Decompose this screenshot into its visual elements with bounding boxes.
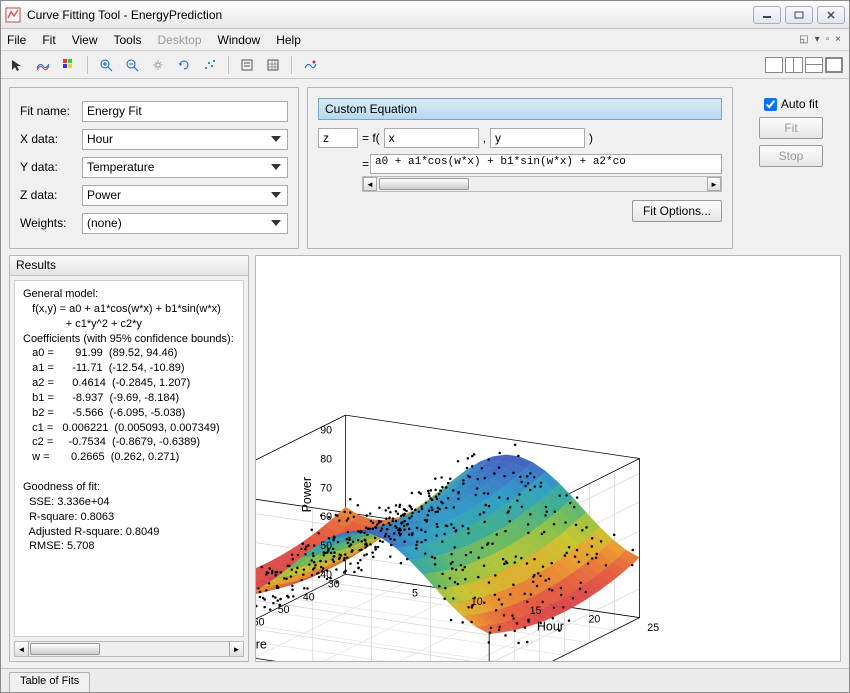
layout-split-v-icon[interactable] bbox=[785, 57, 803, 73]
app-icon bbox=[5, 7, 21, 23]
menu-desktop[interactable]: Desktop bbox=[158, 33, 202, 47]
tab-table-of-fits[interactable]: Table of Fits bbox=[9, 672, 90, 692]
svg-text:50: 50 bbox=[278, 604, 290, 616]
menu-tools[interactable]: Tools bbox=[113, 33, 141, 47]
layout-grid-icon[interactable] bbox=[825, 57, 843, 73]
scroll-left-icon[interactable]: ◄ bbox=[363, 177, 377, 191]
menu-help[interactable]: Help bbox=[276, 33, 301, 47]
fit-name-input[interactable] bbox=[82, 101, 288, 122]
legend-icon[interactable] bbox=[237, 55, 257, 75]
fit-button[interactable]: Fit bbox=[759, 117, 823, 139]
dock-undock-icon[interactable]: ◱ bbox=[797, 34, 810, 45]
titlebar: Curve Fitting Tool - EnergyPrediction bbox=[1, 1, 849, 29]
layout-split-h-icon[interactable] bbox=[805, 57, 823, 73]
menu-window[interactable]: Window bbox=[218, 33, 261, 47]
results-scroll-right-icon[interactable]: ► bbox=[229, 642, 243, 656]
dock-maximize-icon[interactable]: ▫ bbox=[824, 34, 832, 45]
pointer-icon[interactable] bbox=[7, 55, 27, 75]
plot-panel[interactable]: 405060708090304050607080510152025PowerTe… bbox=[255, 255, 841, 662]
auto-fit-checkbox-label[interactable]: Auto fit bbox=[764, 97, 818, 111]
equals-f-label: = f( bbox=[362, 131, 380, 145]
svg-text:20: 20 bbox=[589, 613, 601, 625]
bottom-tab-bar: Table of Fits bbox=[1, 668, 849, 692]
minimize-button[interactable] bbox=[753, 6, 781, 24]
formula-input[interactable]: a0 + a1*cos(w*x) + b1*sin(w*x) + a2*co bbox=[370, 154, 722, 174]
maximize-button[interactable] bbox=[785, 6, 813, 24]
svg-text:10: 10 bbox=[471, 596, 483, 608]
close-paren-label: ) bbox=[589, 131, 593, 145]
svg-text:Power: Power bbox=[300, 477, 314, 512]
close-button[interactable] bbox=[817, 6, 845, 24]
weights-select[interactable]: (none) bbox=[82, 213, 288, 234]
svg-text:80: 80 bbox=[320, 453, 332, 465]
dock-chevron-icon[interactable]: ▾ bbox=[813, 34, 822, 45]
zoom-out-icon[interactable] bbox=[122, 55, 142, 75]
scroll-thumb[interactable] bbox=[379, 178, 469, 190]
rotate-icon[interactable] bbox=[174, 55, 194, 75]
indep-y-input[interactable] bbox=[490, 128, 585, 148]
x-data-select[interactable]: Hour bbox=[82, 129, 288, 150]
scroll-right-icon[interactable]: ► bbox=[707, 177, 721, 191]
fit-type-select[interactable]: Custom Equation bbox=[318, 98, 722, 120]
svg-text:60: 60 bbox=[320, 511, 332, 523]
zoom-in-icon[interactable] bbox=[96, 55, 116, 75]
svg-text:Temperature: Temperature bbox=[256, 637, 267, 651]
menubar: File Fit View Tools Desktop Window Help … bbox=[1, 29, 849, 51]
results-scrollbar[interactable]: ◄► bbox=[14, 641, 244, 657]
svg-text:40: 40 bbox=[303, 591, 315, 603]
svg-text:5: 5 bbox=[412, 587, 418, 599]
surface-icon[interactable] bbox=[33, 55, 53, 75]
window-title: Curve Fitting Tool - EnergyPrediction bbox=[27, 8, 753, 22]
fit-name-label: Fit name: bbox=[20, 104, 82, 118]
z-data-select[interactable]: Power bbox=[82, 185, 288, 206]
auto-fit-checkbox[interactable] bbox=[764, 98, 777, 111]
equation-panel: Custom Equation = f( , ) = a0 + a1*cos(w… bbox=[307, 87, 733, 249]
toolbar bbox=[1, 51, 849, 79]
indep-x-input[interactable] bbox=[384, 128, 479, 148]
z-data-label: Z data: bbox=[20, 188, 82, 202]
menu-fit[interactable]: Fit bbox=[42, 33, 55, 47]
formula-scrollbar[interactable]: ◄ ► bbox=[362, 176, 722, 192]
fit-settings-panel: Fit name: X data:Hour Y data:Temperature… bbox=[9, 87, 299, 249]
x-data-label: X data: bbox=[20, 132, 82, 146]
results-scroll-left-icon[interactable]: ◄ bbox=[15, 642, 29, 656]
dock-close-icon[interactable]: × bbox=[833, 34, 843, 45]
svg-text:60: 60 bbox=[256, 616, 265, 628]
scatter-icon[interactable] bbox=[200, 55, 220, 75]
grid-icon[interactable] bbox=[263, 55, 283, 75]
y-data-select[interactable]: Temperature bbox=[82, 157, 288, 178]
svg-text:Hour: Hour bbox=[537, 620, 564, 634]
svg-text:70: 70 bbox=[320, 482, 332, 494]
comma-label: , bbox=[483, 131, 486, 145]
results-panel: Results General model: f(x,y) = a0 + a1*… bbox=[9, 255, 249, 662]
surface-plot[interactable]: 405060708090304050607080510152025PowerTe… bbox=[256, 256, 840, 661]
stop-button[interactable]: Stop bbox=[759, 145, 823, 167]
auto-fit-panel: Auto fit Fit Stop bbox=[741, 87, 841, 249]
fit-options-button[interactable]: Fit Options... bbox=[632, 200, 722, 222]
weights-label: Weights: bbox=[20, 216, 82, 230]
y-data-label: Y data: bbox=[20, 160, 82, 174]
layout-single-icon[interactable] bbox=[765, 57, 783, 73]
exclude-icon[interactable] bbox=[300, 55, 320, 75]
menu-file[interactable]: File bbox=[7, 33, 26, 47]
svg-text:25: 25 bbox=[647, 622, 659, 634]
app-window: Curve Fitting Tool - EnergyPrediction Fi… bbox=[0, 0, 850, 693]
results-title: Results bbox=[10, 256, 248, 276]
menu-view[interactable]: View bbox=[72, 33, 98, 47]
svg-text:50: 50 bbox=[320, 540, 332, 552]
svg-text:90: 90 bbox=[320, 424, 332, 436]
palette-icon[interactable] bbox=[59, 55, 79, 75]
pan-icon[interactable] bbox=[148, 55, 168, 75]
results-text: General model: f(x,y) = a0 + a1*cos(w*x)… bbox=[14, 280, 244, 637]
svg-text:30: 30 bbox=[328, 579, 340, 591]
dep-var-input[interactable] bbox=[318, 128, 358, 148]
svg-text:15: 15 bbox=[530, 605, 542, 617]
